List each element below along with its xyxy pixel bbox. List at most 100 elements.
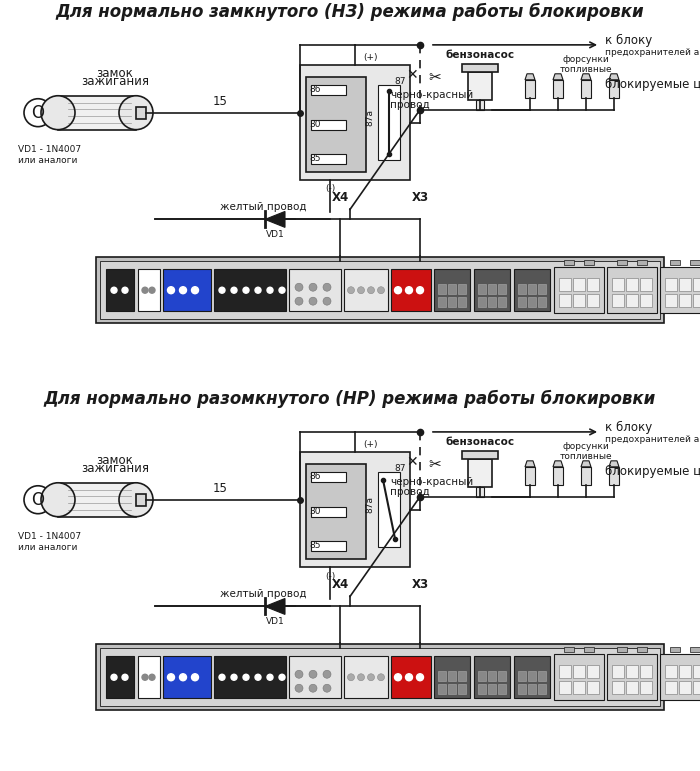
Text: X3: X3	[412, 578, 428, 591]
Bar	[640, 295, 652, 307]
Polygon shape	[581, 461, 591, 466]
Circle shape	[405, 674, 412, 681]
Bar	[498, 284, 506, 295]
Polygon shape	[525, 461, 535, 466]
Circle shape	[368, 674, 374, 681]
Circle shape	[255, 288, 261, 293]
Polygon shape	[553, 461, 563, 466]
Text: 87: 87	[395, 77, 406, 86]
Bar	[138, 656, 160, 699]
Bar	[136, 106, 146, 119]
Bar	[640, 682, 652, 694]
Circle shape	[119, 483, 153, 517]
Text: замок: замок	[97, 67, 134, 79]
Circle shape	[111, 675, 117, 680]
Bar	[474, 656, 510, 699]
Bar	[612, 682, 624, 694]
Bar	[344, 269, 388, 311]
Text: 87: 87	[395, 464, 406, 473]
Circle shape	[122, 288, 128, 293]
Bar	[391, 656, 431, 699]
Text: форсунки: форсунки	[563, 55, 610, 64]
Bar	[538, 684, 546, 694]
Bar	[138, 269, 160, 311]
Bar	[498, 684, 506, 694]
Bar	[300, 65, 410, 180]
Bar	[106, 269, 134, 311]
Bar	[528, 297, 536, 307]
Circle shape	[167, 674, 174, 681]
Bar	[679, 682, 691, 694]
Text: замок: замок	[97, 454, 134, 466]
Bar	[462, 451, 498, 459]
Bar	[438, 297, 446, 307]
Bar	[528, 684, 536, 694]
Bar	[311, 120, 346, 130]
Bar	[306, 464, 366, 558]
Bar	[163, 656, 211, 699]
Bar	[518, 684, 526, 694]
Text: предохранителей автомобиля: предохранителей автомобиля	[605, 49, 700, 57]
Bar	[488, 297, 496, 307]
Text: бензонасос: бензонасос	[445, 50, 514, 60]
Bar	[637, 261, 647, 265]
Bar	[468, 72, 492, 99]
Circle shape	[122, 675, 128, 680]
Bar	[690, 648, 700, 652]
Bar	[609, 79, 619, 98]
Circle shape	[179, 287, 186, 294]
Bar	[306, 77, 366, 171]
Circle shape	[377, 674, 384, 681]
Bar	[660, 655, 700, 700]
Bar	[587, 682, 599, 694]
Polygon shape	[609, 74, 619, 79]
Bar	[391, 269, 431, 311]
Bar	[564, 648, 574, 652]
Circle shape	[179, 674, 186, 681]
Circle shape	[416, 287, 424, 294]
Circle shape	[323, 670, 331, 678]
Circle shape	[323, 684, 331, 692]
Bar	[564, 261, 574, 265]
Bar	[458, 297, 466, 307]
Bar	[587, 278, 599, 291]
Bar	[518, 672, 526, 682]
Bar	[468, 459, 492, 487]
Bar	[478, 284, 486, 295]
Bar	[478, 672, 486, 682]
Text: 85: 85	[309, 154, 321, 163]
Bar	[679, 278, 691, 291]
Circle shape	[219, 675, 225, 680]
Circle shape	[295, 670, 303, 678]
Bar	[528, 672, 536, 682]
Bar	[474, 269, 510, 311]
Bar	[587, 295, 599, 307]
Text: к блоку: к блоку	[605, 422, 652, 435]
Text: 15: 15	[213, 95, 228, 108]
Circle shape	[368, 287, 374, 294]
Bar	[679, 665, 691, 678]
Text: VD1: VD1	[265, 618, 284, 626]
Bar	[617, 261, 627, 265]
Circle shape	[395, 674, 402, 681]
Text: 86: 86	[309, 86, 321, 94]
Bar	[476, 487, 484, 497]
Bar	[573, 295, 585, 307]
Bar	[665, 682, 677, 694]
Text: ✂: ✂	[428, 70, 441, 85]
Circle shape	[358, 287, 365, 294]
Bar	[584, 261, 594, 265]
Bar	[448, 297, 456, 307]
Text: 30: 30	[309, 507, 321, 517]
Bar	[559, 682, 571, 694]
Bar	[434, 656, 470, 699]
Bar	[478, 297, 486, 307]
Bar	[670, 261, 680, 265]
Bar	[518, 297, 526, 307]
Bar	[311, 540, 346, 550]
Circle shape	[243, 288, 249, 293]
Circle shape	[149, 288, 155, 293]
Bar	[488, 684, 496, 694]
Bar	[378, 472, 400, 547]
Text: или аналоги: или аналоги	[18, 156, 78, 165]
